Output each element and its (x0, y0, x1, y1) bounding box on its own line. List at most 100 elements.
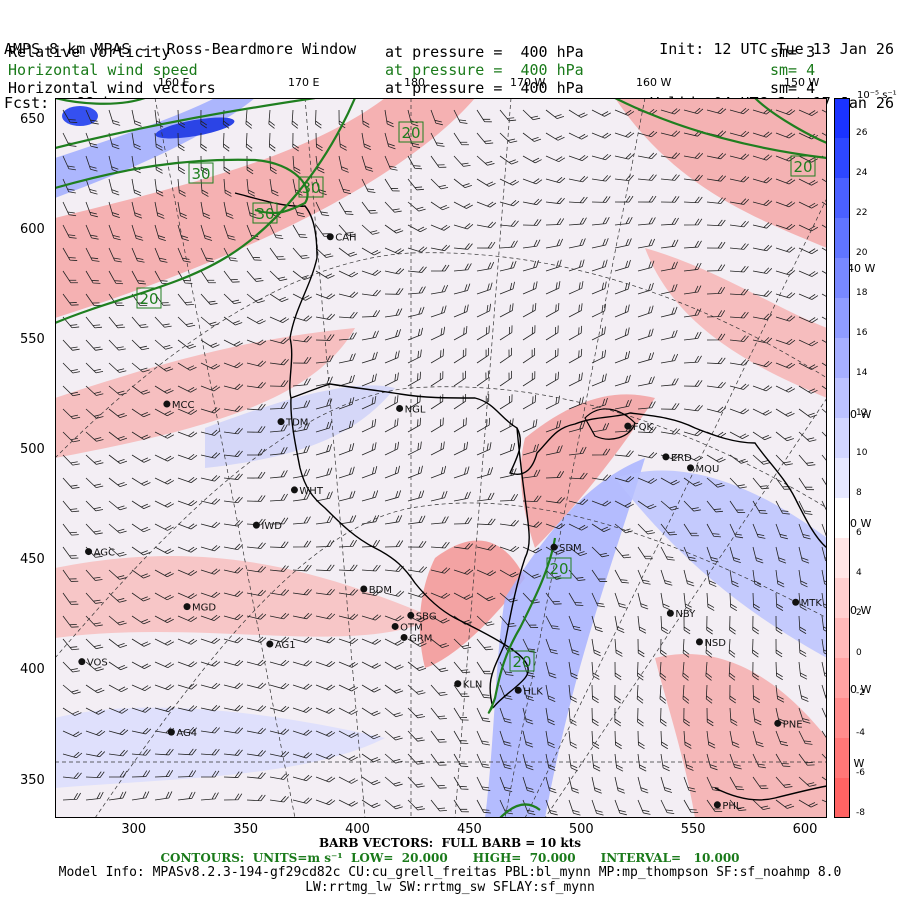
field-name-3: Horizontal wind vectors (8, 79, 216, 97)
station-label: NBY (675, 609, 696, 620)
wind-barb (246, 270, 264, 282)
wind-barb (200, 407, 221, 414)
svg-text:30: 30 (301, 179, 320, 197)
wind-barb (775, 638, 783, 658)
wind-barb (660, 730, 668, 750)
wind-barb (85, 707, 105, 715)
wind-barb (752, 661, 759, 681)
wind-barb (246, 705, 267, 712)
station-erd: ERD (662, 453, 692, 464)
wind-barb (292, 335, 312, 343)
wind-barb (154, 408, 174, 417)
wind-barb (62, 454, 80, 466)
wind-barb (637, 305, 654, 318)
wind-barb (108, 385, 127, 396)
wind-barb (591, 592, 605, 608)
wind-barb (200, 545, 221, 552)
wind-barb (62, 155, 76, 171)
wind-barb (177, 454, 198, 461)
wind-barb (545, 615, 560, 630)
wind-barb (154, 454, 175, 462)
wind-barb (154, 569, 174, 578)
wind-barb (430, 441, 445, 456)
wind-barb (384, 418, 399, 433)
wind-barb (798, 638, 807, 657)
wind-barb (614, 776, 625, 794)
lon-label-150w: 150 W (784, 76, 820, 89)
wind-barb (522, 303, 537, 318)
wind-barb (407, 306, 425, 318)
station-marker (454, 680, 462, 688)
wind-barb (177, 293, 194, 306)
wind-barb (476, 615, 495, 626)
wind-barb (407, 566, 428, 573)
wind-barb (131, 109, 142, 127)
station-label: SDM (559, 543, 582, 554)
wind-barb (683, 730, 692, 749)
wind-barb (752, 154, 773, 161)
wind-barb (154, 362, 174, 372)
wind-barb (545, 730, 555, 749)
wind-barb (268, 132, 276, 152)
wind-barb (407, 371, 421, 387)
wind-barb (752, 799, 771, 811)
wind-barb (614, 753, 624, 772)
wind-barb (269, 612, 290, 620)
colorbar-frame (834, 98, 850, 818)
wind-barb (407, 132, 421, 149)
wind-barb (108, 316, 126, 329)
wind-barb (614, 592, 627, 609)
wind-barb (62, 546, 79, 559)
wind-barb (522, 219, 542, 226)
wind-barb (338, 155, 349, 173)
wind-barb (775, 315, 796, 322)
station-marker (624, 422, 632, 430)
colorbar-tick-label: 14 (856, 368, 868, 378)
wind-barb (85, 523, 103, 535)
wind-barb (729, 615, 736, 635)
wind-barb (660, 130, 681, 137)
wind-barb (269, 424, 288, 433)
wind-barb (177, 705, 198, 712)
wind-barb (798, 224, 819, 232)
wind-barb (775, 546, 787, 564)
wind-barb (85, 247, 100, 262)
wind-barb (476, 799, 491, 814)
fcst-label: Fcst: (4, 94, 50, 112)
wind-barb (798, 270, 819, 277)
wind-barb (223, 450, 243, 457)
wind-barb (752, 408, 772, 416)
wind-barb (292, 400, 311, 410)
wind-barb (729, 454, 749, 464)
wind-barb (430, 567, 451, 574)
wind-barb (131, 727, 152, 735)
wind-barb (637, 217, 656, 226)
positive-vorticity-band (55, 556, 435, 638)
wind-barb (614, 799, 627, 816)
wind-barb (706, 454, 726, 463)
x-tick-label: 600 (792, 822, 818, 837)
wind-barb (223, 201, 234, 219)
wind-barb (798, 431, 817, 442)
wind-barb (453, 517, 473, 525)
wind-barb (154, 201, 165, 219)
wind-barb (315, 270, 335, 279)
wind-barb (315, 660, 336, 668)
wind-barb (683, 380, 703, 387)
wind-barb (315, 201, 330, 217)
wind-barb (131, 385, 151, 395)
wind-barb (62, 408, 81, 420)
wind-barb (821, 178, 827, 187)
station-label: MQU (696, 464, 720, 475)
wind-barb (706, 241, 726, 249)
wind-barb (361, 799, 381, 808)
wind-barb (177, 339, 197, 349)
wind-barb (384, 395, 399, 410)
station-ag1: AG1 (266, 640, 296, 651)
wind-barb (246, 339, 267, 346)
wind-barb (476, 347, 489, 364)
wind-barb (361, 418, 377, 433)
wind-barb (591, 569, 608, 582)
wind-barb (752, 776, 769, 789)
station-label: GRM (409, 633, 432, 644)
